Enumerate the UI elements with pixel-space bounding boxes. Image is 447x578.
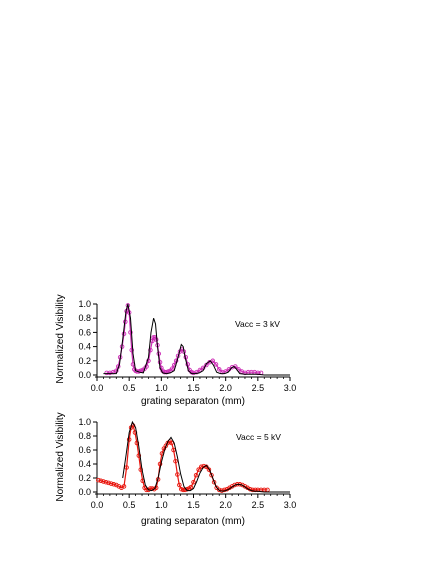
x-tick-label: 1.0 — [155, 383, 168, 393]
y-tick-label: 0.6 — [78, 327, 91, 337]
experiment-data-point — [125, 303, 131, 308]
y-tick-label: 0.6 — [78, 445, 91, 455]
experiment-data-point — [175, 472, 180, 477]
x-tick-label: 1.0 — [155, 500, 168, 510]
experiment-data-point — [173, 458, 178, 464]
experiment-data-point — [124, 465, 129, 470]
experiment-data-point — [153, 337, 159, 342]
experiment-data-point — [98, 478, 104, 484]
experiment-data-point — [111, 482, 116, 487]
experiment-data-point — [157, 461, 163, 467]
experiment-data-point — [197, 367, 203, 373]
experiment-data-point — [96, 477, 101, 483]
y-tick-label: 0.2 — [78, 356, 91, 366]
experiment-data-point — [196, 467, 201, 472]
y-tick-label: 1.0 — [78, 417, 91, 427]
experiment-data-point — [169, 440, 174, 446]
chart-panel-vacc-5kv: Vacc = 5 kV grating separaton (mm) Norma… — [55, 412, 296, 527]
x-tick-label: 2.0 — [219, 500, 232, 510]
y-tick-label: 0.4 — [78, 459, 91, 469]
x-tick-label: 0.5 — [123, 383, 136, 393]
x-tick-label: 3.0 — [284, 383, 297, 393]
y-axis-label: Normalized Visibility — [55, 412, 66, 501]
x-tick-label: 2.0 — [219, 383, 232, 393]
x-tick-label: 0.0 — [91, 500, 104, 510]
experiment-data-point — [188, 484, 194, 490]
experiment-data-point — [126, 437, 132, 442]
x-tick-label: 0.0 — [91, 383, 104, 393]
experiment-data-point — [101, 479, 106, 484]
experiment-data-point — [153, 485, 159, 491]
y-tick-label: 0.4 — [78, 342, 91, 352]
x-tick-label: 2.5 — [252, 500, 265, 510]
y-tick-label: 1.0 — [78, 299, 91, 309]
annotation: Vacc = 5 kV — [236, 432, 281, 442]
experiment-data-point — [106, 480, 111, 486]
experiment-data-point — [198, 464, 204, 470]
x-tick-label: 3.0 — [284, 500, 297, 510]
experiment-data-point — [216, 487, 222, 493]
y-tick-label: 0.0 — [78, 487, 91, 497]
experiment-data-point — [103, 479, 109, 485]
experiment-data-point — [128, 330, 133, 335]
experiment-data-point — [136, 453, 142, 458]
experiment-data-point — [194, 369, 199, 375]
y-tick-label: 0.2 — [78, 473, 91, 483]
theory-series-line — [122, 420, 290, 493]
x-tick-label: 1.5 — [187, 500, 200, 510]
experiment-data-point — [146, 358, 151, 364]
x-tick-label: 2.5 — [252, 383, 265, 393]
experiment-data-point — [121, 484, 127, 489]
experiment-data-point — [108, 481, 114, 486]
experiment-data-point — [138, 467, 143, 472]
y-tick-label: 0.8 — [78, 313, 91, 323]
experiment-data-point — [193, 472, 199, 478]
y-axis-label: Normalized Visibility — [55, 294, 66, 383]
y-tick-label: 0.0 — [78, 370, 91, 380]
annotation: Vacc = 3 kV — [235, 319, 280, 329]
x-tick-label: 0.5 — [123, 500, 136, 510]
theory-series-line — [103, 303, 290, 376]
experiment-data-point — [148, 347, 153, 353]
y-tick-label: 0.8 — [78, 431, 91, 441]
experiment-data-point — [177, 482, 182, 488]
x-tick-label: 1.5 — [187, 383, 200, 393]
experiment-data-point — [216, 367, 222, 372]
x-axis-label: grating separaton (mm) — [141, 516, 245, 527]
x-axis-label: grating separaton (mm) — [141, 396, 245, 407]
chart-panel-vacc-3kv: Vacc = 3 kV grating separaton (mm) Norma… — [55, 294, 296, 407]
experiment-data-point — [170, 366, 175, 371]
experiment-data-point — [129, 347, 134, 353]
experiment-data-point — [206, 467, 212, 472]
experiment-data-point — [191, 479, 196, 485]
experiment-data-point — [210, 358, 216, 364]
experiment-data-point — [213, 362, 219, 367]
